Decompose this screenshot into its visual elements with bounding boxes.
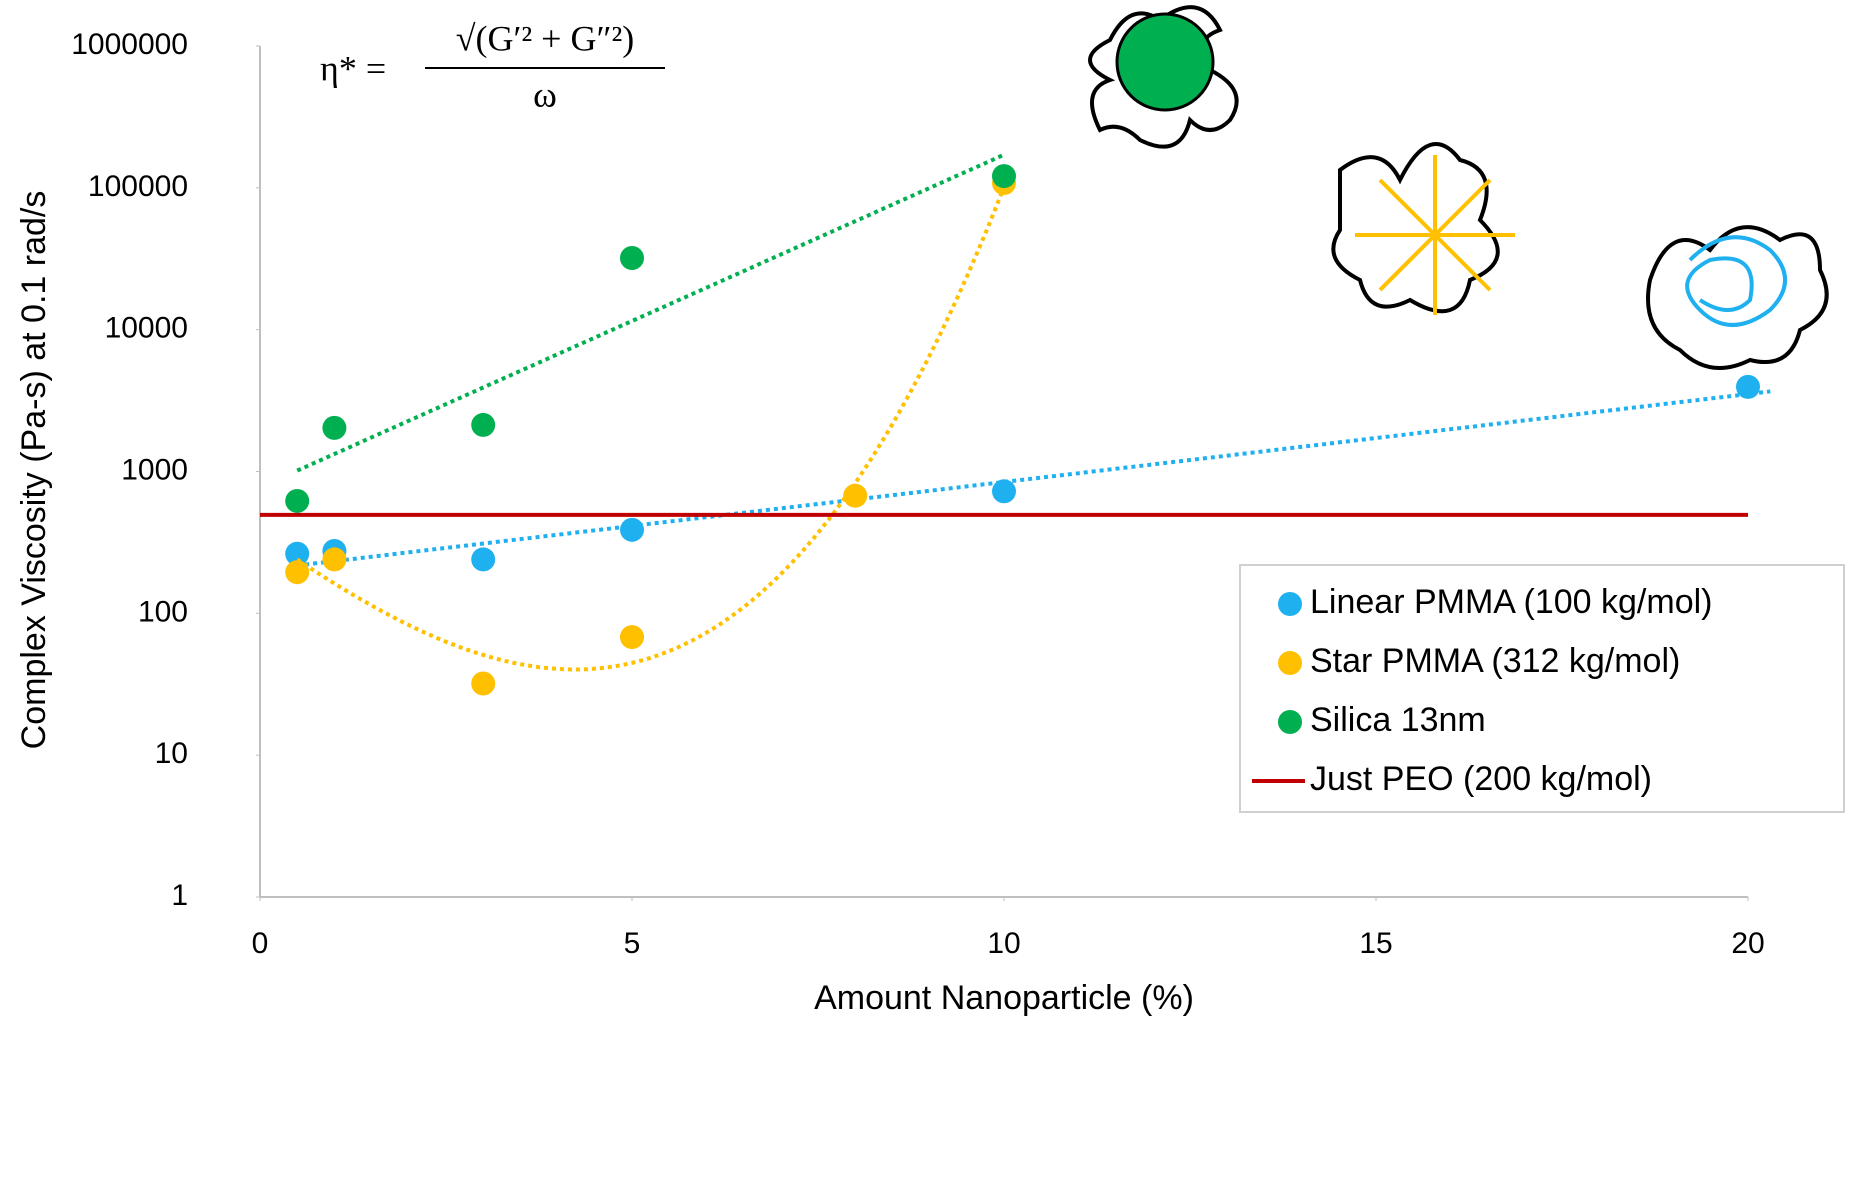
legend-swatch <box>1278 592 1302 616</box>
legend-label: Just PEO (200 kg/mol) <box>1310 760 1652 798</box>
x-tick-label: 20 <box>1731 927 1764 960</box>
icon-chains <box>1646 225 1829 370</box>
point <box>285 541 310 566</box>
x-tick-label: 5 <box>624 927 641 960</box>
x-tick-label: 15 <box>1359 927 1392 960</box>
point <box>620 625 644 650</box>
icon-linear <box>1685 235 1787 327</box>
y-tick-label: 1000000 <box>71 28 188 61</box>
icon-chains <box>1331 142 1500 314</box>
point <box>285 560 310 585</box>
point <box>843 483 868 508</box>
y-tick-label: 1000 <box>121 453 188 486</box>
x-tick-label: 0 <box>252 927 269 960</box>
equation-denominator: ω <box>533 74 557 114</box>
point <box>620 517 644 542</box>
trendline <box>296 186 1006 672</box>
trendline <box>296 389 1771 568</box>
point <box>620 246 644 271</box>
legend-label: Star PMMA (312 kg/mol) <box>1310 642 1680 680</box>
icon-silica <box>1115 12 1215 112</box>
point <box>992 164 1016 189</box>
y-tick-label: 100 <box>138 595 188 628</box>
equation-numerator: √(G′² + G″²) <box>456 18 635 58</box>
y-tick-label: 10000 <box>105 312 188 345</box>
legend-box <box>1239 564 1845 813</box>
y-tick-label: 100000 <box>88 170 188 203</box>
icons <box>1088 5 1829 370</box>
icon-star <box>1355 155 1515 315</box>
point <box>322 415 347 440</box>
equation-lhs: η* = <box>320 48 386 88</box>
point <box>471 547 496 572</box>
point <box>471 412 496 437</box>
y-axis-title: Complex Viscosity (Pa-s) at 0.1 rad/s <box>15 191 53 750</box>
y-tick-label: 10 <box>155 737 188 770</box>
x-tick-label: 10 <box>987 927 1020 960</box>
point <box>1736 374 1760 399</box>
point <box>285 488 310 513</box>
y-tick-label: 1 <box>171 879 188 912</box>
point <box>471 671 496 696</box>
legend-label: Linear PMMA (100 kg/mol) <box>1310 583 1713 621</box>
legend-swatch <box>1278 651 1302 675</box>
legend-swatch <box>1278 710 1302 734</box>
point <box>992 479 1016 504</box>
trendline <box>296 152 1005 473</box>
point <box>322 547 347 572</box>
icon-chains <box>1088 5 1239 149</box>
legend-label: Silica 13nm <box>1310 701 1486 739</box>
x-axis-title: Amount Nanoparticle (%) <box>814 979 1194 1017</box>
